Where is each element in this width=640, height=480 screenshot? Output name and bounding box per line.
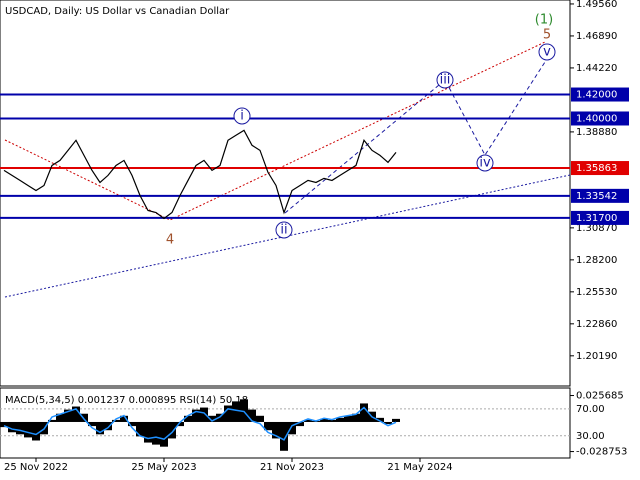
y-tick-label: 1.30870 bbox=[576, 223, 617, 234]
chart-title: USDCAD, Daily: US Dollar vs Canadian Dol… bbox=[5, 6, 230, 17]
macd-bar bbox=[8, 421, 16, 433]
macd-bar bbox=[240, 399, 248, 422]
macd-bar bbox=[128, 421, 136, 427]
wave-label: 5 bbox=[543, 28, 551, 43]
rsi-line bbox=[3, 406, 397, 441]
y2-tick-label: -0.028753 bbox=[576, 447, 627, 458]
wave-label: ii bbox=[280, 223, 287, 238]
macd-bar bbox=[168, 421, 176, 439]
wave-label: v bbox=[543, 45, 551, 60]
y-tick-label: 1.38880 bbox=[576, 127, 617, 138]
level-label: 1.42000 bbox=[576, 90, 617, 101]
macd-bar bbox=[64, 409, 72, 422]
macd-bar bbox=[232, 401, 240, 422]
macd-bar bbox=[16, 421, 24, 435]
y-tick-label: 70.00 bbox=[576, 404, 605, 415]
macd-bar bbox=[208, 415, 216, 422]
macd-bar bbox=[248, 409, 256, 422]
level-label: 1.40000 bbox=[576, 113, 617, 124]
y-tick-label: 1.22860 bbox=[576, 319, 617, 330]
macd-bar bbox=[296, 421, 304, 427]
macd-bar bbox=[48, 419, 56, 422]
macd-bar bbox=[376, 417, 384, 422]
wave-label: iii bbox=[440, 73, 451, 88]
macd-bar bbox=[216, 413, 224, 422]
macd-bar bbox=[160, 421, 168, 447]
macd-bar bbox=[72, 406, 80, 422]
macd-bar bbox=[224, 405, 232, 422]
level-tag bbox=[571, 161, 629, 176]
level-label: 1.35863 bbox=[576, 163, 617, 174]
wave-circle bbox=[476, 154, 494, 172]
y-tick-label: 1.44220 bbox=[576, 63, 617, 74]
x-tick-label: 25 May 2023 bbox=[131, 462, 196, 473]
y-tick-label: 1.28200 bbox=[576, 255, 617, 266]
macd-bar bbox=[272, 421, 280, 439]
macd-bar bbox=[280, 421, 288, 451]
y-tick-label: 1.20190 bbox=[576, 351, 617, 362]
wave-label: (1) bbox=[535, 13, 553, 28]
level-tag bbox=[571, 87, 629, 102]
macd-bar bbox=[344, 415, 352, 422]
macd-bar bbox=[256, 415, 264, 422]
wave-circle bbox=[538, 43, 556, 61]
level-label: 1.31700 bbox=[576, 213, 617, 224]
macd-bar bbox=[88, 421, 96, 427]
macd-bar bbox=[0, 421, 8, 428]
y-tick-label: 1.46890 bbox=[576, 31, 617, 42]
price-line bbox=[3, 129, 397, 220]
macd-bar bbox=[192, 409, 200, 422]
y2-tick-label: 0.025685 bbox=[576, 391, 624, 402]
wave-circle bbox=[436, 71, 454, 89]
y-tick-label: 1.49560 bbox=[576, 0, 617, 10]
macd-bar bbox=[288, 421, 296, 435]
macd-bar bbox=[136, 421, 144, 437]
x-tick-label: 21 May 2024 bbox=[387, 462, 452, 473]
y-tick-label: 30.00 bbox=[576, 431, 605, 442]
x-tick-label: 25 Nov 2022 bbox=[4, 462, 68, 473]
indicator-title: MACD(5,34,5) 0.001237 0.000895 RSI(14) 5… bbox=[5, 395, 248, 406]
macd-bar bbox=[200, 407, 208, 422]
macd-bar bbox=[112, 419, 120, 422]
wave-circle bbox=[233, 107, 251, 125]
macd-bar bbox=[32, 421, 40, 441]
y-tick-label: 1.25530 bbox=[576, 287, 617, 298]
macd-bar bbox=[120, 415, 128, 422]
wave-label: 4 bbox=[166, 233, 174, 248]
macd-bar bbox=[320, 418, 328, 422]
level-tag bbox=[571, 210, 629, 225]
wave-label: iv bbox=[479, 156, 491, 171]
macd-bar bbox=[328, 419, 336, 422]
macd-bar bbox=[96, 421, 104, 435]
macd-bar bbox=[104, 421, 112, 431]
macd-bar bbox=[24, 421, 32, 438]
macd-bar bbox=[176, 421, 184, 427]
macd-bar bbox=[352, 413, 360, 422]
macd-bar bbox=[336, 417, 344, 422]
macd-bar bbox=[56, 413, 64, 422]
x-tick-label: 21 Nov 2023 bbox=[260, 462, 324, 473]
macd-bar bbox=[152, 421, 160, 445]
macd-bar bbox=[360, 403, 368, 422]
level-label: 1.33542 bbox=[576, 191, 617, 202]
macd-bar bbox=[384, 421, 392, 425]
wave-label: i bbox=[240, 109, 244, 124]
macd-bar bbox=[184, 415, 192, 422]
macd-bar bbox=[304, 419, 312, 422]
macd-bar bbox=[144, 421, 152, 443]
main-pane bbox=[0, 0, 571, 387]
wave-circle bbox=[275, 221, 293, 239]
macd-bar bbox=[392, 418, 400, 422]
level-tag bbox=[571, 188, 629, 203]
macd-bar bbox=[264, 421, 272, 431]
level-tag bbox=[571, 111, 629, 126]
